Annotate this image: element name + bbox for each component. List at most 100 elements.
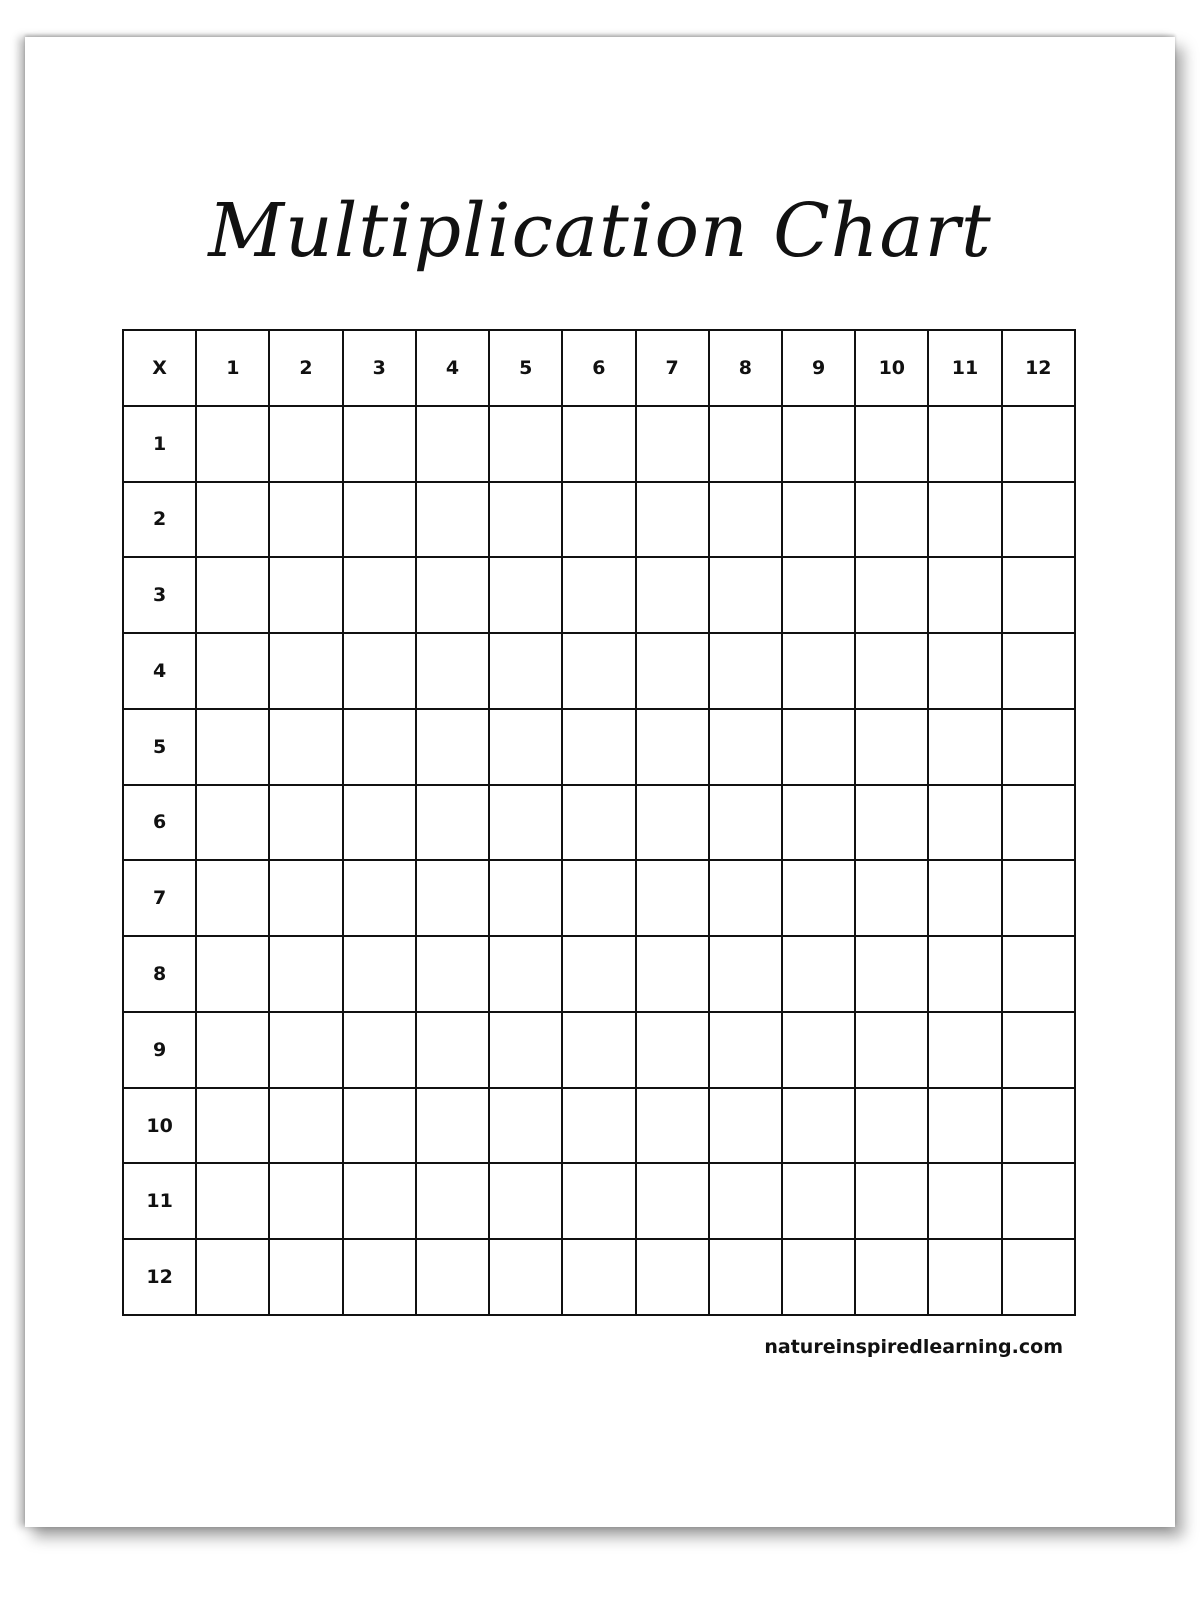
answer-cell (488, 1162, 564, 1241)
answer-cell (707, 707, 783, 786)
answer-cell (341, 1238, 417, 1316)
answer-cell (268, 1086, 344, 1165)
answer-cell (780, 632, 857, 710)
answer-cell (488, 1086, 564, 1165)
website-credit: natureinspiredlearning.com (764, 1336, 1063, 1358)
answer-cell (927, 707, 1003, 786)
answer-cell (414, 859, 491, 938)
column-header: 3 (341, 329, 417, 407)
answer-cell (707, 480, 783, 559)
answer-cell (634, 1162, 710, 1241)
answer-cell (707, 1010, 783, 1089)
answer-cell (195, 632, 271, 710)
answer-cell (268, 404, 344, 483)
answer-cell (927, 556, 1003, 635)
table-row: 8 (121, 935, 1077, 1013)
answer-cell (634, 935, 710, 1013)
row-header: 6 (121, 783, 198, 862)
answer-cell (414, 1086, 491, 1165)
answer-cell (1000, 935, 1077, 1013)
answer-cell (341, 556, 417, 635)
answer-cell (634, 707, 710, 786)
answer-cell (561, 935, 637, 1013)
answer-cell (1000, 480, 1077, 559)
column-header: 11 (927, 329, 1003, 407)
table-row: 10 (121, 1086, 1077, 1165)
column-header: 10 (854, 329, 930, 407)
answer-cell (341, 935, 417, 1013)
answer-cell (561, 707, 637, 786)
answer-cell (634, 404, 710, 483)
answer-cell (268, 707, 344, 786)
answer-cell (268, 859, 344, 938)
answer-cell (341, 783, 417, 862)
table-row: 12 (121, 1238, 1077, 1316)
answer-cell (780, 1086, 857, 1165)
answer-cell (561, 556, 637, 635)
answer-cell (634, 783, 710, 862)
answer-cell (341, 480, 417, 559)
answer-cell (268, 556, 344, 635)
answer-cell (488, 1010, 564, 1089)
answer-cell (414, 480, 491, 559)
table-row: 7 (121, 859, 1077, 938)
answer-cell (414, 632, 491, 710)
answer-cell (927, 1238, 1003, 1316)
answer-cell (488, 859, 564, 938)
column-header: 6 (561, 329, 637, 407)
answer-cell (488, 404, 564, 483)
column-header: 12 (1000, 329, 1077, 407)
answer-cell (195, 1238, 271, 1316)
answer-cell (854, 404, 930, 483)
column-header: 5 (488, 329, 564, 407)
answer-cell (268, 783, 344, 862)
answer-cell (707, 556, 783, 635)
answer-cell (707, 783, 783, 862)
answer-cell (1000, 1010, 1077, 1089)
answer-cell (927, 935, 1003, 1013)
answer-cell (854, 556, 930, 635)
answer-cell (927, 404, 1003, 483)
answer-cell (634, 1238, 710, 1316)
answer-cell (854, 1162, 930, 1241)
table-row: 6 (121, 783, 1077, 862)
answer-cell (195, 556, 271, 635)
corner-cell: X (121, 329, 198, 407)
answer-cell (927, 480, 1003, 559)
table-row: 9 (121, 1010, 1077, 1089)
answer-cell (780, 556, 857, 635)
column-header: 1 (195, 329, 271, 407)
answer-cell (561, 1086, 637, 1165)
answer-cell (488, 707, 564, 786)
row-header: 8 (121, 935, 198, 1013)
table-row: 4 (121, 632, 1077, 710)
answer-cell (634, 859, 710, 938)
answer-cell (488, 480, 564, 559)
answer-cell (854, 632, 930, 710)
answer-cell (414, 556, 491, 635)
row-header: 7 (121, 859, 198, 938)
answer-cell (634, 1086, 710, 1165)
row-header: 2 (121, 480, 198, 559)
column-header: 7 (634, 329, 710, 407)
answer-cell (488, 556, 564, 635)
row-header: 11 (121, 1162, 198, 1241)
answer-cell (780, 404, 857, 483)
answer-cell (268, 632, 344, 710)
answer-cell (195, 1010, 271, 1089)
answer-cell (341, 707, 417, 786)
column-header: 8 (707, 329, 783, 407)
answer-cell (780, 935, 857, 1013)
answer-cell (927, 1010, 1003, 1089)
table-row: 1 (121, 404, 1077, 483)
answer-cell (195, 783, 271, 862)
answer-cell (561, 1238, 637, 1316)
answer-cell (854, 783, 930, 862)
answer-cell (414, 404, 491, 483)
answer-cell (780, 480, 857, 559)
answer-cell (634, 556, 710, 635)
answer-cell (341, 1086, 417, 1165)
header-row: X 1 2 3 4 5 6 7 8 9 10 11 12 (121, 329, 1077, 407)
answer-cell (1000, 632, 1077, 710)
answer-cell (1000, 1086, 1077, 1165)
